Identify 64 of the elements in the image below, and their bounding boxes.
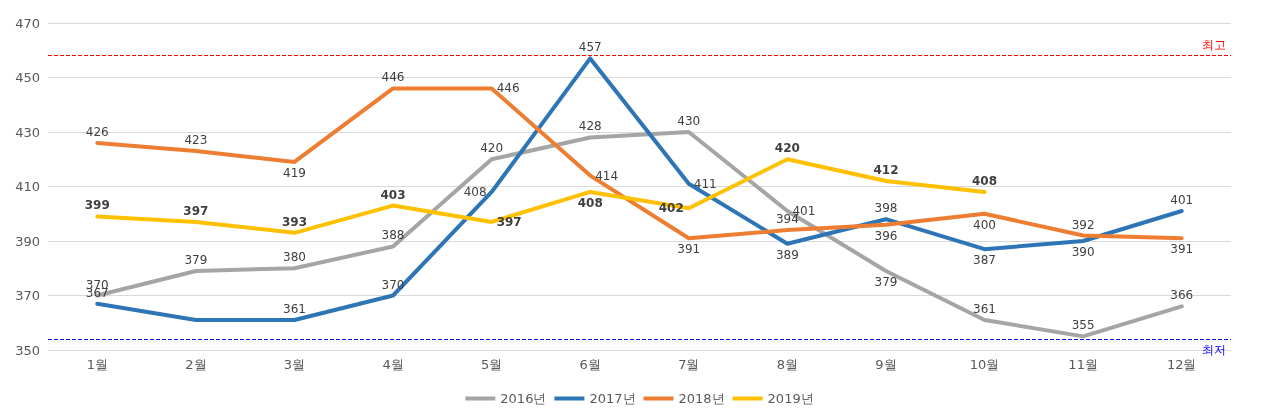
data-label: 428 — [578, 119, 602, 134]
x-tick-label: 12월 — [1166, 357, 1197, 372]
y-tick-label: 370 — [15, 288, 40, 303]
data-label: 396 — [874, 228, 898, 243]
y-tick-label: 390 — [15, 233, 40, 249]
x-tick-label: 7월 — [678, 357, 700, 372]
x-tick-label: 4월 — [382, 357, 404, 372]
y-tick-label: 410 — [15, 179, 40, 194]
data-label: 379 — [184, 252, 208, 267]
data-label: 446 — [496, 81, 520, 96]
data-label: 397 — [496, 214, 522, 229]
x-tick-label: 9월 — [875, 357, 897, 372]
x-tick-label: 3월 — [283, 357, 306, 372]
data-label: 411 — [693, 176, 717, 191]
data-label: 412 — [873, 163, 899, 178]
data-label: 426 — [85, 124, 109, 139]
data-label: 387 — [973, 253, 996, 268]
legend-label: 2016년 — [500, 391, 547, 406]
data-label: 408 — [463, 184, 487, 199]
x-tick-label: 11월 — [1068, 357, 1098, 372]
data-label: 380 — [283, 250, 306, 265]
data-label: 390 — [1071, 245, 1095, 259]
legend-label: 2018년 — [678, 391, 725, 406]
x-tick-label: 10월 — [969, 357, 1000, 372]
data-label: 419 — [283, 165, 306, 180]
y-tick-label: 470 — [15, 15, 40, 31]
data-label: 423 — [184, 133, 208, 148]
data-label: 379 — [874, 274, 898, 289]
x-tick-label: 6월 — [579, 357, 601, 372]
x-tick-label: 5월 — [480, 357, 503, 372]
data-label: 361 — [283, 302, 306, 317]
data-label: 457 — [578, 40, 602, 55]
data-label: 400 — [973, 217, 996, 232]
y-tick-label: 430 — [15, 124, 40, 140]
data-label: 398 — [874, 201, 898, 216]
y-tick-label: 450 — [15, 70, 40, 85]
x-tick-label: 2월 — [185, 357, 207, 372]
data-label: 389 — [775, 247, 799, 262]
data-label: 393 — [281, 214, 307, 229]
data-label: 361 — [973, 302, 996, 317]
data-label: 408 — [577, 195, 603, 210]
data-label: 414 — [595, 168, 619, 183]
data-label: 446 — [381, 70, 405, 85]
data-label: 408 — [972, 173, 998, 188]
y-tick-label: 350 — [15, 342, 40, 358]
ref-line-label: 최고 — [1202, 37, 1226, 52]
data-label: 355 — [1071, 318, 1095, 333]
data-label: 401 — [1170, 193, 1194, 208]
data-label: 392 — [1071, 217, 1095, 232]
data-label: 391 — [1170, 242, 1194, 257]
data-label: 420 — [480, 141, 504, 156]
data-label: 420 — [774, 141, 800, 156]
x-tick-label: 8월 — [776, 357, 799, 372]
x-tick-label: 1월 — [86, 357, 108, 372]
data-label: 388 — [381, 228, 405, 243]
data-label: 391 — [677, 242, 701, 257]
data-label: 397 — [183, 203, 209, 218]
legend-label: 2019년 — [767, 391, 814, 406]
legend-label: 2017년 — [589, 391, 636, 406]
data-label: 366 — [1170, 288, 1194, 303]
ref-line-label: 최저 — [1202, 343, 1226, 358]
data-label: 430 — [677, 114, 701, 128]
data-label: 403 — [380, 187, 406, 202]
data-label: 399 — [84, 198, 110, 213]
